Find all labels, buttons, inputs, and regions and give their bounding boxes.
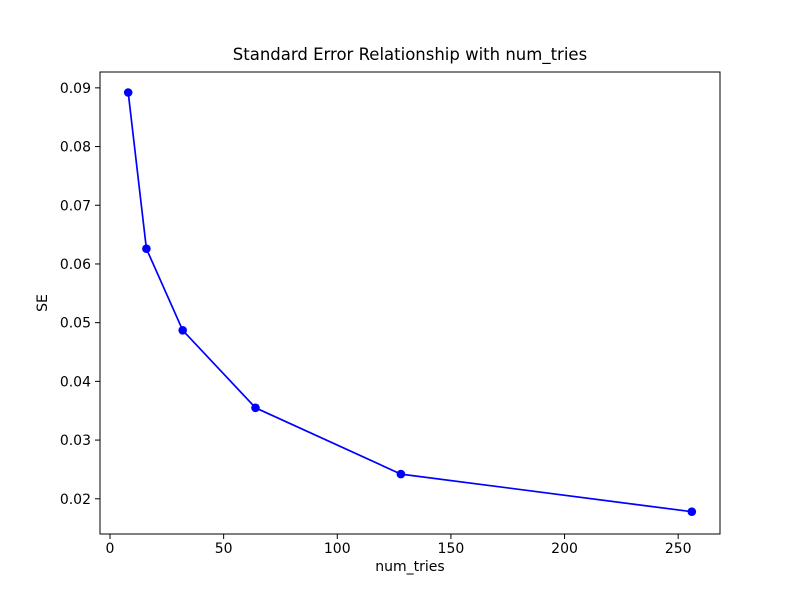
data-point-marker [123, 88, 133, 97]
x-tick-label: 200 [551, 541, 578, 557]
data-point-marker [396, 469, 406, 479]
data-point-marker [142, 244, 151, 253]
x-axis-label: num_tries [375, 559, 444, 575]
y-tick-label: 0.04 [60, 374, 91, 390]
x-tick-label: 100 [324, 541, 351, 557]
x-tick-label: 0 [106, 541, 115, 557]
data-point-marker [251, 403, 260, 413]
y-tick-label: 0.02 [60, 492, 91, 508]
data-point-marker [178, 326, 187, 335]
y-tick-label: 0.09 [60, 81, 91, 97]
data-point-marker [687, 507, 697, 516]
y-tick-label: 0.08 [60, 140, 91, 156]
y-tick-label: 0.05 [60, 316, 91, 332]
y-tick-label: 0.03 [60, 433, 91, 449]
data-line [127, 91, 693, 513]
x-tick-label: 250 [665, 541, 692, 557]
x-tick-label: 150 [438, 541, 465, 557]
y-tick-label: 0.06 [60, 257, 91, 273]
y-axis-label: SE [35, 294, 51, 312]
axes-frame [99, 71, 721, 535]
plot-area: 0 50 100 150 200 250 0.02 0.03 0.04 0.05 0.06 0.07 0… [60, 71, 721, 557]
y-tick-label: 0.07 [60, 198, 91, 214]
x-tick-label: 50 [215, 541, 233, 557]
chart-title: Standard Error Relationship with num_tri… [233, 45, 587, 65]
